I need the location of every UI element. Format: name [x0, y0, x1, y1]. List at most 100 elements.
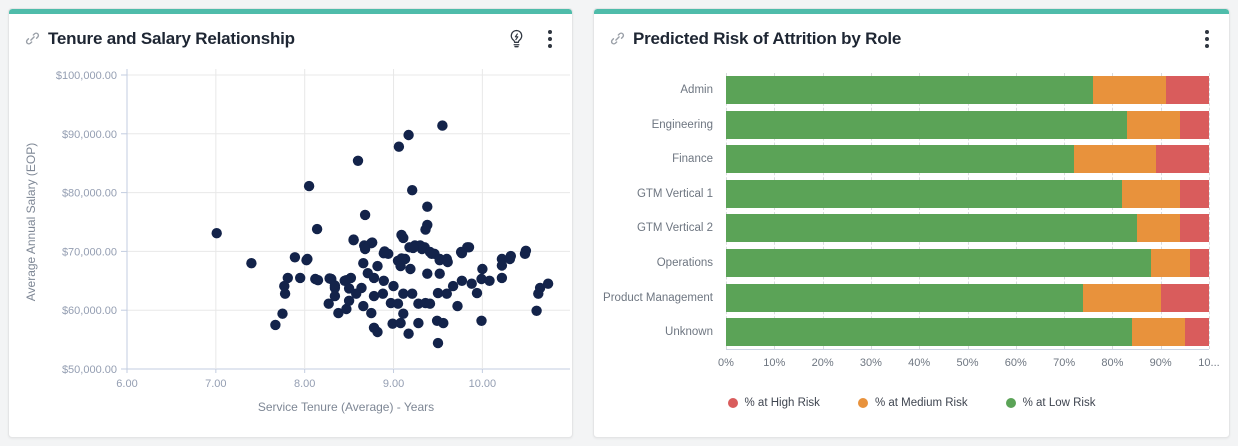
bar-segment-low[interactable] — [726, 179, 1123, 208]
scatter-point[interactable] — [398, 288, 409, 299]
scatter-point[interactable] — [323, 298, 334, 309]
scatter-point[interactable] — [496, 272, 508, 284]
scatter-point[interactable] — [333, 307, 344, 319]
scatter-point[interactable] — [438, 317, 449, 329]
scatter-point[interactable] — [447, 280, 459, 292]
bar-segment-low[interactable] — [726, 283, 1084, 312]
scatter-point[interactable] — [279, 280, 290, 292]
scatter-point[interactable] — [343, 283, 355, 294]
scatter-point[interactable] — [456, 275, 468, 286]
scatter-point[interactable] — [441, 288, 452, 299]
scatter-point[interactable] — [352, 155, 364, 166]
scatter-point[interactable] — [368, 290, 380, 302]
scatter-point[interactable] — [477, 263, 488, 275]
scatter-point[interactable] — [329, 290, 341, 302]
scatter-point[interactable] — [378, 248, 389, 259]
legend-item--at-low-risk[interactable]: % at Low Risk — [1005, 397, 1095, 409]
scatter-point[interactable] — [359, 243, 371, 255]
bar-segment-high[interactable] — [1184, 318, 1209, 347]
bar-segment-low[interactable] — [726, 145, 1074, 174]
scatter-point[interactable] — [476, 315, 487, 326]
scatter-point[interactable] — [341, 303, 352, 315]
scatter-point[interactable] — [432, 337, 444, 349]
scatter-point[interactable] — [303, 180, 315, 192]
scatter-point[interactable] — [377, 288, 389, 299]
scatter-point[interactable] — [424, 298, 436, 309]
scatter-point[interactable] — [452, 300, 463, 312]
scatter-point[interactable] — [246, 258, 257, 269]
scatter-point[interactable] — [359, 209, 371, 221]
kebab-menu-icon[interactable] — [544, 28, 556, 50]
scatter-point[interactable] — [432, 287, 444, 299]
scatter-point[interactable] — [343, 295, 355, 306]
scatter-point[interactable] — [422, 201, 433, 212]
scatter-point[interactable] — [358, 300, 369, 312]
bar-segment-medium[interactable] — [1136, 214, 1181, 243]
scatter-point[interactable] — [403, 129, 414, 141]
lightbulb-icon[interactable] — [505, 26, 528, 51]
link-icon[interactable] — [610, 31, 625, 46]
scatter-point[interactable] — [476, 273, 487, 285]
scatter-point[interactable] — [358, 258, 369, 269]
bar-segment-high[interactable] — [1165, 76, 1209, 104]
legend-item--at-medium-risk[interactable]: % at Medium Risk — [857, 397, 968, 409]
scatter-point[interactable] — [211, 228, 222, 239]
scatter-point[interactable] — [398, 308, 409, 319]
bar-segment-medium[interactable] — [1122, 179, 1180, 208]
scatter-point[interactable] — [341, 275, 352, 286]
scatter-point[interactable] — [324, 273, 335, 284]
bar-segment-high[interactable] — [1160, 283, 1209, 312]
scatter-point[interactable] — [366, 307, 377, 319]
panel-title[interactable]: Predicted Risk of Attrition by Role — [633, 28, 902, 48]
scatter-point[interactable] — [348, 235, 359, 246]
bar-segment-medium[interactable] — [1083, 283, 1161, 312]
scatter-point[interactable] — [277, 308, 288, 319]
scatter-point[interactable] — [378, 275, 389, 286]
scatter-point[interactable] — [407, 288, 418, 299]
scatter-point[interactable] — [437, 120, 448, 131]
scatter-point[interactable] — [368, 272, 380, 284]
scatter-point[interactable] — [420, 224, 431, 235]
scatter-point[interactable] — [329, 280, 341, 291]
panel-title[interactable]: Tenure and Salary Relationship — [48, 28, 295, 48]
bar-segment-medium[interactable] — [1093, 76, 1166, 104]
scatter-point[interactable] — [520, 245, 532, 256]
bar-segment-medium[interactable] — [1126, 110, 1180, 139]
bar-segment-high[interactable] — [1180, 179, 1209, 208]
bar-segment-low[interactable] — [726, 214, 1137, 243]
bar-segment-high[interactable] — [1180, 214, 1209, 243]
scatter-point[interactable] — [372, 260, 383, 272]
scatter-point[interactable] — [533, 288, 544, 299]
scatter-point[interactable] — [396, 253, 407, 264]
bar-canvas[interactable]: Admin Engineering Finance GTM Vertical 1 GTM… — [603, 73, 1210, 350]
scatter-point[interactable] — [270, 319, 281, 331]
scatter-point[interactable] — [463, 242, 475, 253]
scatter-point[interactable] — [542, 278, 554, 289]
scatter-point[interactable] — [471, 287, 483, 299]
bar-segment-low[interactable] — [726, 110, 1127, 139]
scatter-point[interactable] — [466, 278, 477, 289]
scatter-plot[interactable]: $50,000.00 $60,000.00 $70,000.00 $80,000.00… — [13, 55, 570, 435]
scatter-point[interactable] — [434, 268, 445, 279]
bar-segment-low[interactable] — [726, 249, 1152, 277]
scatter-point[interactable] — [388, 280, 399, 292]
scatter-point[interactable] — [393, 141, 405, 152]
bar-segment-high[interactable] — [1189, 249, 1209, 277]
scatter-point[interactable] — [442, 256, 453, 268]
bar-segment-high[interactable] — [1180, 110, 1209, 139]
scatter-point[interactable] — [413, 317, 424, 329]
scatter-point[interactable] — [351, 288, 362, 299]
scatter-point[interactable] — [372, 326, 383, 338]
scatter-point[interactable] — [416, 243, 428, 255]
scatter-point[interactable] — [301, 255, 312, 266]
scatter-point[interactable] — [407, 242, 419, 254]
scatter-point[interactable] — [403, 328, 414, 339]
scatter-point[interactable] — [424, 246, 436, 258]
bar-segment-low[interactable] — [726, 318, 1132, 347]
link-icon[interactable] — [25, 31, 40, 46]
scatter-point[interactable] — [407, 185, 418, 196]
legend-item--at-high-risk[interactable]: % at High Risk — [727, 397, 820, 409]
scatter-point[interactable] — [387, 318, 398, 329]
scatter-point[interactable] — [312, 275, 324, 286]
scatter-point[interactable] — [422, 268, 433, 279]
